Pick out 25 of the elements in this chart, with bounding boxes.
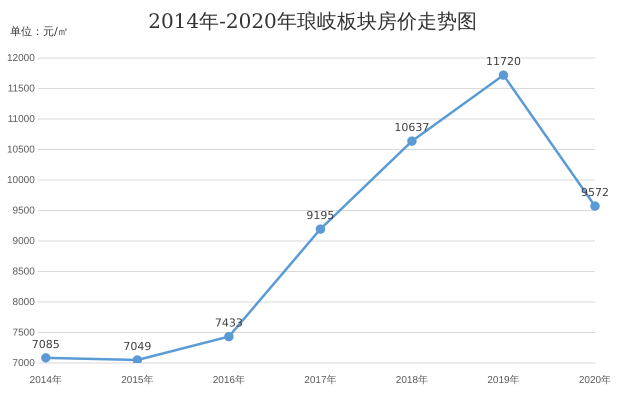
x-tick-label: 2014年 [30, 374, 62, 386]
y-tick-label: 11500 [8, 83, 36, 94]
x-tick-label: 2016年 [212, 374, 245, 386]
data-label: 7085 [32, 338, 60, 351]
y-tick-label: 11000 [8, 114, 36, 125]
x-tick-label: 2017年 [304, 374, 337, 386]
data-label: 9195 [306, 209, 334, 222]
y-tick-label: 9000 [12, 236, 36, 247]
y-tick-label: 10500 [6, 144, 36, 156]
x-tick-label: 2015年 [121, 374, 154, 386]
x-tick-label: 2018年 [396, 374, 428, 386]
y-tick-label: 8000 [12, 296, 36, 308]
data-label: 10637 [394, 121, 430, 134]
data-label: 7049 [123, 340, 152, 354]
chart-title: 2014年-2020年琅岐板块房价走势图 [148, 9, 477, 33]
y-tick-label: 8500 [12, 266, 36, 278]
data-label: 11720 [486, 55, 521, 68]
y-tick-label: 10000 [6, 174, 36, 186]
y-tick-label: 12000 [6, 52, 36, 64]
y-tick-label: 7000 [12, 358, 36, 369]
y-tick-label: 7500 [12, 327, 36, 338]
x-tick-label: 2019年 [487, 374, 520, 386]
x-tick-label: 2020年 [578, 374, 612, 386]
y-axis-title: 单位：元/㎡ [10, 24, 69, 39]
y-tick-label: 9500 [12, 205, 36, 216]
